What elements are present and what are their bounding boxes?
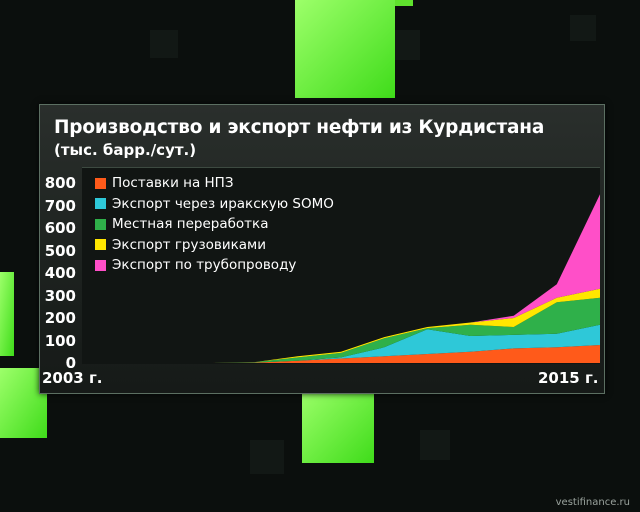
area-series-4 xyxy=(82,288,600,363)
x-axis-start-label: 2003 г. xyxy=(42,369,103,387)
y-tick-label: 400 xyxy=(44,264,76,282)
y-tick-label: 200 xyxy=(44,309,76,327)
legend-swatch xyxy=(95,218,106,230)
area-series-2 xyxy=(82,324,600,363)
legend-label: Поставки на НПЗ xyxy=(112,175,234,192)
chart-title: Производство и экспорт нефти из Курдиста… xyxy=(54,117,545,138)
chart-legend: Поставки на НПЗ Экспорт через иракскую SO… xyxy=(95,173,334,276)
area-series-1 xyxy=(82,345,600,363)
legend-label: Местная переработка xyxy=(112,216,269,233)
chart-subtitle: (тыс. барр./сут.) xyxy=(54,141,197,159)
legend-label: Экспорт через иракскую SOMO xyxy=(112,195,334,212)
legend-swatch xyxy=(95,259,106,271)
y-tick-label: 800 xyxy=(44,174,76,192)
legend-item: Поставки на НПЗ xyxy=(95,173,334,194)
y-tick-label: 700 xyxy=(44,196,76,215)
watermark: vestifinance.ru xyxy=(555,497,630,508)
legend-item: Местная переработка xyxy=(95,214,334,235)
legend-swatch xyxy=(95,239,106,251)
legend-item: Экспорт по трубопроводу xyxy=(95,255,334,276)
legend-item: Экспорт через иракскую SOMO xyxy=(95,194,334,215)
green-cube-left xyxy=(0,272,14,356)
legend-item: Экспорт грузовиками xyxy=(95,235,334,256)
x-axis-end-label: 2015 г. xyxy=(538,369,599,387)
y-tick-label: 100 xyxy=(44,331,76,350)
green-cube-bottom xyxy=(302,388,374,463)
legend-label: Экспорт грузовиками xyxy=(112,236,267,253)
area-chart xyxy=(82,194,600,363)
y-tick-label: 600 xyxy=(44,219,76,237)
y-tick-label: 500 xyxy=(44,241,76,260)
y-tick-label: 0 xyxy=(65,354,76,372)
chart-panel: Производство и экспорт нефти из Курдиста… xyxy=(39,104,605,394)
y-tick-label: 300 xyxy=(44,286,76,305)
legend-swatch xyxy=(95,198,106,210)
area-series-3 xyxy=(82,297,600,363)
legend-swatch xyxy=(95,177,106,189)
green-cube-top xyxy=(295,0,413,98)
legend-label: Экспорт по трубопроводу xyxy=(112,257,297,274)
